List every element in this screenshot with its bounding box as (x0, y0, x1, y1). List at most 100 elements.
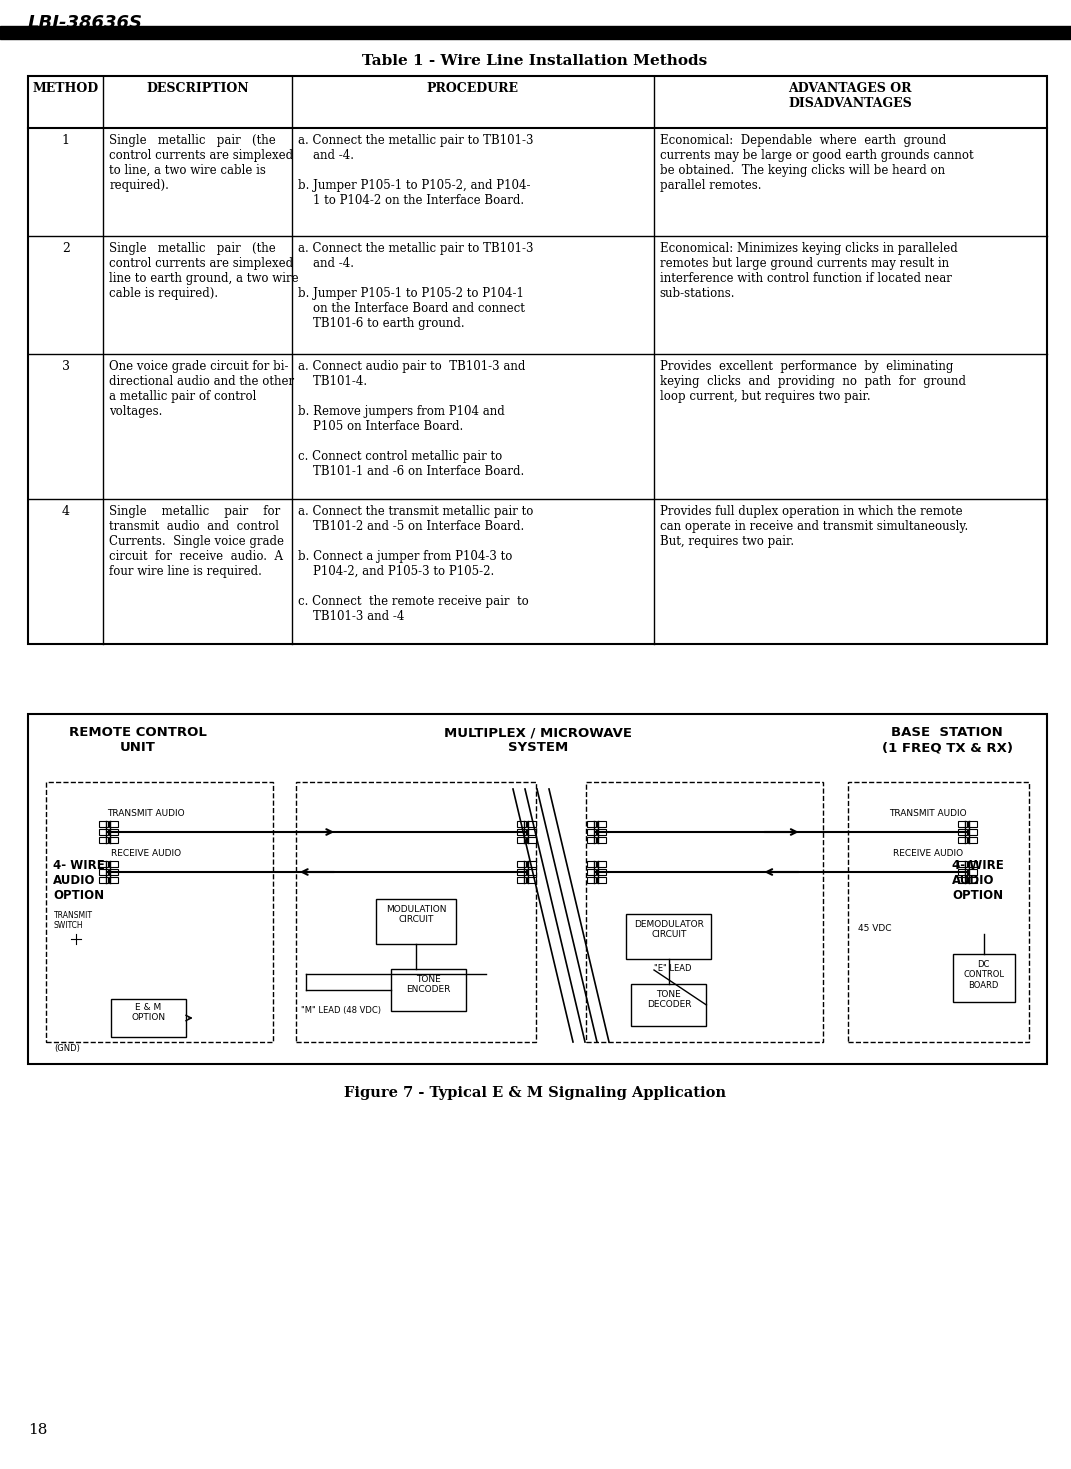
Bar (0, 26, 1071, 40)
Bar (597, 870, 605, 876)
Text: One voice grade circuit for bi-
directional audio and the other
a metallic pair : One voice grade circuit for bi- directio… (109, 360, 295, 419)
Bar (587, 829, 595, 834)
Text: Economical:  Dependable  where  earth  ground
currents may be large or good eart: Economical: Dependable where earth groun… (660, 134, 974, 192)
Text: MULTIPLEX / MICROWAVE
SYSTEM: MULTIPLEX / MICROWAVE SYSTEM (444, 726, 632, 754)
Text: PROCEDURE: PROCEDURE (426, 82, 518, 95)
Text: Provides full duplex operation in which the remote
can operate in receive and tr: Provides full duplex operation in which … (660, 505, 968, 548)
Text: TONE
ENCODER: TONE ENCODER (406, 975, 450, 995)
Bar (110, 999, 185, 1037)
Bar (957, 877, 966, 883)
Text: METHOD: METHOD (32, 82, 99, 95)
Bar (967, 829, 977, 834)
Text: TRANSMIT
SWITCH: TRANSMIT SWITCH (54, 911, 93, 930)
Bar (967, 837, 977, 843)
Bar (587, 870, 595, 876)
Bar (99, 870, 107, 876)
Text: a. Connect the transmit metallic pair to
    TB101-2 and -5 on Interface Board.
: a. Connect the transmit metallic pair to… (298, 505, 533, 623)
Text: Table 1 - Wire Line Installation Methods: Table 1 - Wire Line Installation Methods (362, 54, 708, 68)
Bar (957, 829, 966, 834)
Text: ADVANTAGES OR
DISADVANTAGES: ADVANTAGES OR DISADVANTAGES (788, 82, 912, 110)
Text: 4- WIRE
AUDIO
OPTION: 4- WIRE AUDIO OPTION (952, 859, 1004, 902)
Text: TONE
DECODER: TONE DECODER (647, 990, 691, 1009)
Text: Single   metallic   pair   (the
control currents are simplexed
to line, a two wi: Single metallic pair (the control curren… (109, 134, 293, 192)
Bar (46, 782, 273, 1042)
Bar (587, 821, 595, 827)
Text: RECEIVE AUDIO: RECEIVE AUDIO (111, 849, 181, 858)
Bar (967, 877, 977, 883)
Bar (99, 837, 107, 843)
Bar (527, 861, 536, 867)
Bar (99, 821, 107, 827)
Text: LBI-38636S: LBI-38636S (28, 15, 144, 32)
Bar (957, 821, 966, 827)
Text: Provides  excellent  performance  by  eliminating
keying  clicks  and  providing: Provides excellent performance by elimin… (660, 360, 966, 403)
Bar (108, 829, 118, 834)
Text: "E" LEAD: "E" LEAD (654, 964, 692, 972)
Bar (597, 861, 605, 867)
Text: RECEIVE AUDIO: RECEIVE AUDIO (893, 849, 963, 858)
Text: Single    metallic    pair    for
transmit  audio  and  control
Currents.  Singl: Single metallic pair for transmit audio … (109, 505, 285, 577)
Bar (516, 877, 526, 883)
Text: DC
CONTROL
BOARD: DC CONTROL BOARD (963, 961, 1005, 990)
Bar (516, 861, 526, 867)
Text: Economical: Minimizes keying clicks in paralleled
remotes but large ground curre: Economical: Minimizes keying clicks in p… (660, 242, 957, 300)
Bar (848, 782, 1029, 1042)
Bar (28, 76, 1047, 643)
Bar (967, 870, 977, 876)
Bar (527, 821, 536, 827)
Bar (391, 970, 466, 1011)
Text: MODULATION
CIRCUIT: MODULATION CIRCUIT (386, 905, 447, 924)
Text: DESCRIPTION: DESCRIPTION (147, 82, 248, 95)
Bar (516, 821, 526, 827)
Bar (597, 877, 605, 883)
Bar (108, 837, 118, 843)
Bar (632, 984, 707, 1025)
Bar (587, 861, 595, 867)
Bar (967, 821, 977, 827)
Bar (99, 829, 107, 834)
Text: "M" LEAD (48 VDC): "M" LEAD (48 VDC) (301, 1006, 381, 1015)
Text: TRANSMIT AUDIO: TRANSMIT AUDIO (889, 809, 967, 818)
Bar (597, 821, 605, 827)
Bar (516, 870, 526, 876)
Bar (527, 870, 536, 876)
Bar (957, 870, 966, 876)
Bar (957, 837, 966, 843)
Text: TRANSMIT AUDIO: TRANSMIT AUDIO (107, 809, 185, 818)
Bar (376, 899, 456, 945)
Text: DEMODULATOR
CIRCUIT: DEMODULATOR CIRCUIT (634, 920, 704, 939)
Bar (967, 861, 977, 867)
Text: a. Connect the metallic pair to TB101-3
    and -4.

b. Jumper P105-1 to P105-2 : a. Connect the metallic pair to TB101-3 … (298, 242, 533, 331)
Bar (587, 837, 595, 843)
Bar (586, 782, 823, 1042)
Bar (516, 837, 526, 843)
Bar (527, 877, 536, 883)
Text: 4- WIRE
AUDIO
OPTION: 4- WIRE AUDIO OPTION (52, 859, 105, 902)
Bar (627, 914, 711, 959)
Bar (28, 714, 1047, 1064)
Text: (GND): (GND) (54, 1044, 80, 1053)
Bar (296, 782, 536, 1042)
Bar (99, 877, 107, 883)
Text: REMOTE CONTROL
UNIT: REMOTE CONTROL UNIT (69, 726, 207, 754)
Bar (957, 861, 966, 867)
Text: 45 VDC: 45 VDC (858, 924, 891, 933)
Bar (108, 861, 118, 867)
Text: E & M
OPTION: E & M OPTION (131, 1003, 165, 1022)
Text: BASE  STATION
(1 FREQ TX & RX): BASE STATION (1 FREQ TX & RX) (881, 726, 1012, 754)
Bar (597, 829, 605, 834)
Text: 3: 3 (62, 360, 70, 373)
Bar (953, 953, 1014, 1002)
Text: 4: 4 (62, 505, 70, 519)
Bar (108, 821, 118, 827)
Text: 18: 18 (28, 1423, 47, 1437)
Bar (108, 870, 118, 876)
Text: Single   metallic   pair   (the
control currents are simplexed
line to earth gro: Single metallic pair (the control curren… (109, 242, 299, 300)
Bar (516, 829, 526, 834)
Bar (597, 837, 605, 843)
Bar (587, 877, 595, 883)
Text: a. Connect the metallic pair to TB101-3
    and -4.

b. Jumper P105-1 to P105-2,: a. Connect the metallic pair to TB101-3 … (298, 134, 533, 207)
Bar (108, 877, 118, 883)
Text: a. Connect audio pair to  TB101-3 and
    TB101-4.

b. Remove jumpers from P104 : a. Connect audio pair to TB101-3 and TB1… (298, 360, 525, 477)
Text: 1: 1 (62, 134, 70, 147)
